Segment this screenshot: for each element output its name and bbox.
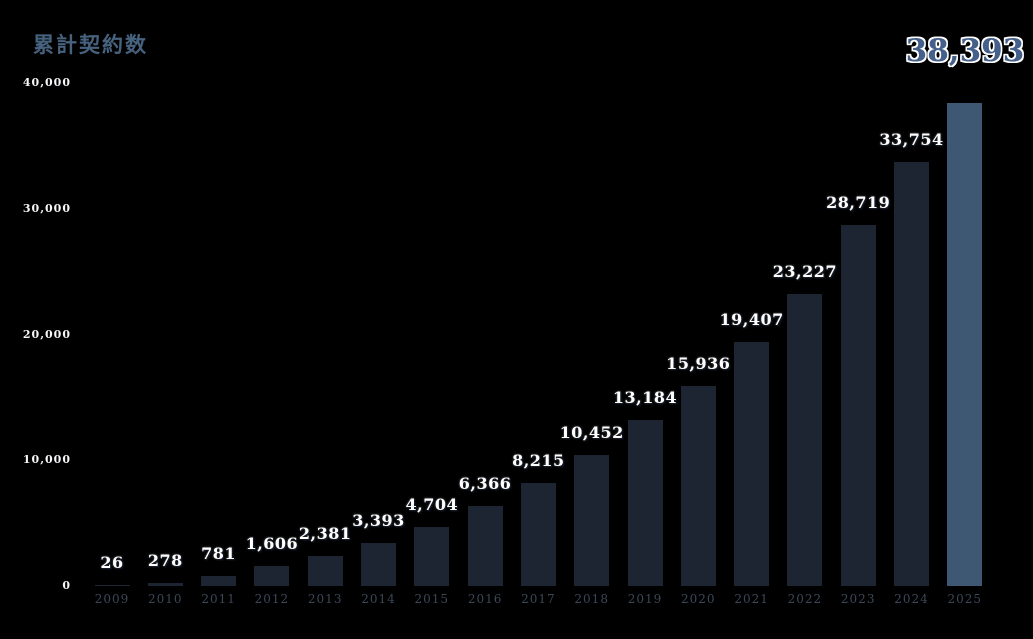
x-tick-label: 2009 <box>94 592 130 606</box>
bar <box>147 582 183 586</box>
bar <box>734 341 770 586</box>
x-tick-label: 2016 <box>467 592 503 606</box>
bar-value-label: 28,719 <box>826 192 891 212</box>
bar-value-label: 278 <box>147 550 183 570</box>
x-tick-label: 2018 <box>574 592 609 606</box>
bar <box>574 454 610 586</box>
y-tick-label: 20,000 <box>22 327 71 341</box>
x-tick-label: 2011 <box>201 592 236 606</box>
bar <box>627 420 663 586</box>
bar-value-label: 3,393 <box>352 511 405 531</box>
bar-value-label: 26 <box>100 553 124 573</box>
bar-highlighted <box>947 103 983 586</box>
y-tick-label: 0 <box>62 579 71 592</box>
x-tick-label: 2015 <box>414 592 450 606</box>
x-tick-label: 2017 <box>521 592 556 606</box>
bar-value-label: 8,215 <box>512 450 565 470</box>
y-tick-label: 30,000 <box>22 201 71 215</box>
chart-title: 累計契約数 <box>33 33 148 57</box>
bar-value-label: 13,184 <box>612 388 678 408</box>
bar <box>94 585 130 586</box>
bar <box>840 224 876 586</box>
bar-value-label: 10,452 <box>559 422 624 442</box>
bar <box>414 526 450 586</box>
bar-value-label: 2,381 <box>298 524 352 544</box>
bar-value-label: 781 <box>201 544 237 564</box>
bar <box>201 576 237 586</box>
bar <box>361 543 396 586</box>
x-tick-label: 2014 <box>361 592 396 606</box>
x-tick-label: 2022 <box>787 592 823 606</box>
bar <box>894 161 929 586</box>
x-tick-label: 2010 <box>148 592 183 606</box>
bar <box>307 556 343 586</box>
bar <box>254 565 290 586</box>
bar <box>680 385 716 586</box>
bar-value-label: 4,704 <box>405 494 459 514</box>
bar <box>520 482 556 586</box>
total-value-callout: 38,393 <box>905 33 1025 69</box>
x-tick-label: 2024 <box>894 592 929 606</box>
bar-value-label: 6,366 <box>458 473 512 493</box>
y-tick-label: 10,000 <box>22 453 71 467</box>
bar-value-label: 1,606 <box>245 533 299 553</box>
x-tick-label: 2021 <box>734 592 769 606</box>
x-tick-label: 2013 <box>307 592 343 606</box>
bar-value-label: 19,407 <box>719 309 784 329</box>
y-tick-label: 40,000 <box>22 76 71 89</box>
x-tick-label: 2020 <box>681 592 716 606</box>
bar <box>787 293 823 586</box>
bar <box>467 505 503 586</box>
x-tick-label: 2025 <box>947 592 983 606</box>
x-tick-label: 2019 <box>627 592 663 606</box>
bar-value-label: 15,936 <box>666 353 731 373</box>
x-tick-label: 2023 <box>840 592 876 606</box>
bar-value-label: 23,227 <box>772 261 838 281</box>
x-tick-label: 2012 <box>254 592 290 606</box>
bar-value-label: 33,754 <box>879 129 944 149</box>
